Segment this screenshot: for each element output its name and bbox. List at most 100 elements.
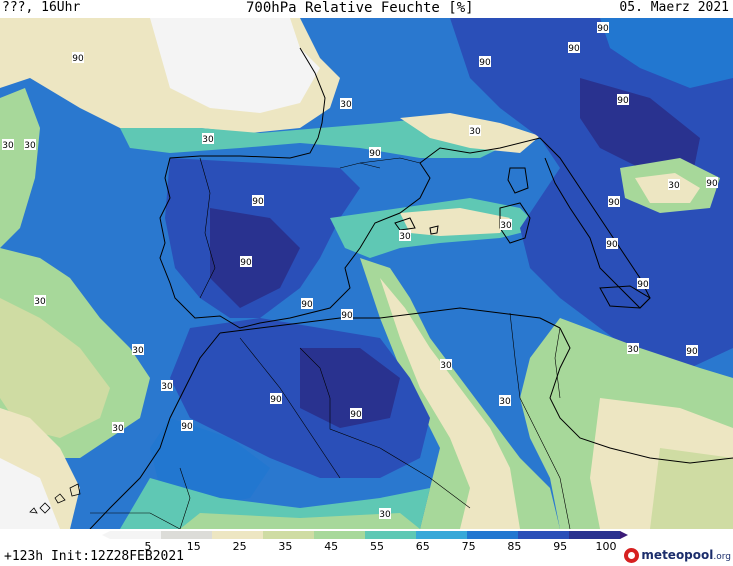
contour-label: 90 bbox=[252, 197, 264, 207]
contour-label: 30 bbox=[132, 346, 144, 356]
logo-text: meteopool.org bbox=[641, 548, 731, 562]
contour-label: 90 bbox=[568, 44, 580, 54]
colorbar-segment bbox=[314, 531, 366, 539]
dry-region bbox=[0, 298, 110, 438]
contour-label-bg bbox=[340, 98, 352, 109]
very-moist-region bbox=[450, 18, 733, 368]
moist-region bbox=[600, 18, 733, 88]
contour-label: 30 bbox=[399, 232, 411, 242]
coastlines bbox=[89, 47, 733, 529]
valid-date: 05. Maerz 2021 bbox=[619, 0, 729, 15]
contour-label-bg bbox=[181, 420, 193, 431]
canary-islands bbox=[29, 483, 81, 514]
contour-label-bg bbox=[72, 52, 84, 63]
contour-label-bg bbox=[668, 179, 680, 190]
very-moist-region bbox=[300, 348, 400, 428]
contour-label-bg bbox=[350, 408, 362, 419]
contour-label: 30 bbox=[627, 345, 639, 355]
contour-label-bg bbox=[500, 219, 512, 230]
map-title: 700hPa Relative Feuchte [%] bbox=[246, 0, 474, 16]
contour-label: 30 bbox=[34, 297, 46, 307]
dry-region bbox=[0, 458, 60, 529]
contour-label-bg bbox=[637, 278, 649, 289]
colorbar-tick-label: 100 bbox=[595, 540, 617, 553]
contour-label: 90 bbox=[240, 258, 252, 268]
logo-suffix: .org bbox=[713, 552, 731, 562]
dry-region bbox=[635, 173, 700, 203]
contour-label-bg bbox=[608, 196, 620, 207]
contour-label: 90 bbox=[608, 198, 620, 208]
contour-label: 90 bbox=[617, 96, 629, 106]
forecast-day-label: ???, 16Uhr bbox=[2, 0, 81, 15]
contour-label-bg bbox=[686, 345, 698, 356]
contour-label: 90 bbox=[606, 240, 618, 250]
contour-label-bg bbox=[112, 422, 124, 433]
dry-region bbox=[380, 278, 520, 529]
colorbar-segment bbox=[212, 531, 264, 539]
contour-label-bg bbox=[617, 94, 629, 105]
dry-region bbox=[150, 18, 320, 113]
contour-label-bg bbox=[597, 22, 609, 33]
contour-label: 90 bbox=[301, 300, 313, 310]
colorbar-segment bbox=[518, 531, 570, 539]
meteopool-logo[interactable]: meteopool.org bbox=[624, 546, 731, 564]
colorbar-tick-label: 35 bbox=[278, 540, 293, 553]
contour-label-bg bbox=[627, 343, 639, 354]
contour-label-bg bbox=[132, 344, 144, 355]
contour-label-bg bbox=[24, 139, 36, 150]
contour-label: 30 bbox=[24, 141, 36, 151]
contour-label-bg bbox=[606, 238, 618, 249]
contour-label: 90 bbox=[72, 54, 84, 64]
colorbar-tick-label: 45 bbox=[324, 540, 339, 553]
colorbar-segment bbox=[467, 531, 519, 539]
contour-label-bg bbox=[270, 393, 282, 404]
contour-label-bg bbox=[369, 147, 381, 158]
contour-label: 90 bbox=[270, 395, 282, 405]
colorbar-tick-label: 15 bbox=[186, 540, 201, 553]
contour-label-bg bbox=[240, 256, 252, 267]
contour-label: 30 bbox=[112, 424, 124, 434]
contour-label: 90 bbox=[686, 347, 698, 357]
colorbar bbox=[102, 531, 628, 539]
dry-region bbox=[400, 208, 510, 236]
contour-labels: 90 90 90 90 90 90 90 90 90 90 90 90 90 90 90 90 90 90 30 30… bbox=[2, 22, 718, 520]
contour-label-bg bbox=[202, 133, 214, 144]
contour-label-bg bbox=[34, 295, 46, 306]
colorbar-end-arrow bbox=[620, 531, 628, 539]
colorbar-segment bbox=[569, 531, 621, 539]
contour-label: 90 bbox=[369, 149, 381, 159]
moist-region bbox=[0, 88, 40, 248]
colorbar-start-arrow bbox=[102, 531, 110, 539]
contour-label-bg bbox=[341, 309, 353, 320]
colorbar-segment bbox=[365, 531, 417, 539]
colorbar-tick-label: 95 bbox=[553, 540, 568, 553]
legend-area: 5 15 25 35 45 55 65 75 85 95 100 +123h Init:12Z28F… bbox=[0, 529, 733, 566]
contour-label: 30 bbox=[499, 397, 511, 407]
colorbar-tick-label: 55 bbox=[370, 540, 384, 553]
contour-label-bg bbox=[479, 56, 491, 67]
logo-brand: meteopool bbox=[641, 548, 714, 562]
contour-label: 90 bbox=[350, 410, 362, 420]
moist-region bbox=[150, 418, 270, 508]
contour-label-bg bbox=[440, 359, 452, 370]
contour-label: 30 bbox=[500, 221, 512, 231]
contour-label: 90 bbox=[181, 422, 193, 432]
init-time-label: +123h Init:12Z28FEB2021 bbox=[4, 549, 185, 564]
contour-label-bg bbox=[301, 298, 313, 309]
contour-label: 30 bbox=[440, 361, 452, 371]
contour-label-bg bbox=[399, 230, 411, 241]
colorbar-segment bbox=[110, 531, 162, 539]
contour-label-bg bbox=[469, 125, 481, 136]
colorbar-tick-label: 5 bbox=[144, 540, 152, 553]
colorbar-segment bbox=[416, 531, 468, 539]
country-borders bbox=[90, 157, 571, 529]
contour-label: 30 bbox=[668, 181, 680, 191]
header-bar: ???, 16Uhr 700hPa Relative Feuchte [%] 0… bbox=[0, 0, 733, 18]
colorbar-segment bbox=[161, 531, 213, 539]
contour-label: 90 bbox=[637, 280, 649, 290]
contour-label: 30 bbox=[379, 510, 391, 520]
contour-label: 90 bbox=[597, 24, 609, 34]
very-moist-region bbox=[210, 208, 300, 308]
contour-label-bg bbox=[252, 195, 264, 206]
contour-label-bg bbox=[568, 42, 580, 53]
